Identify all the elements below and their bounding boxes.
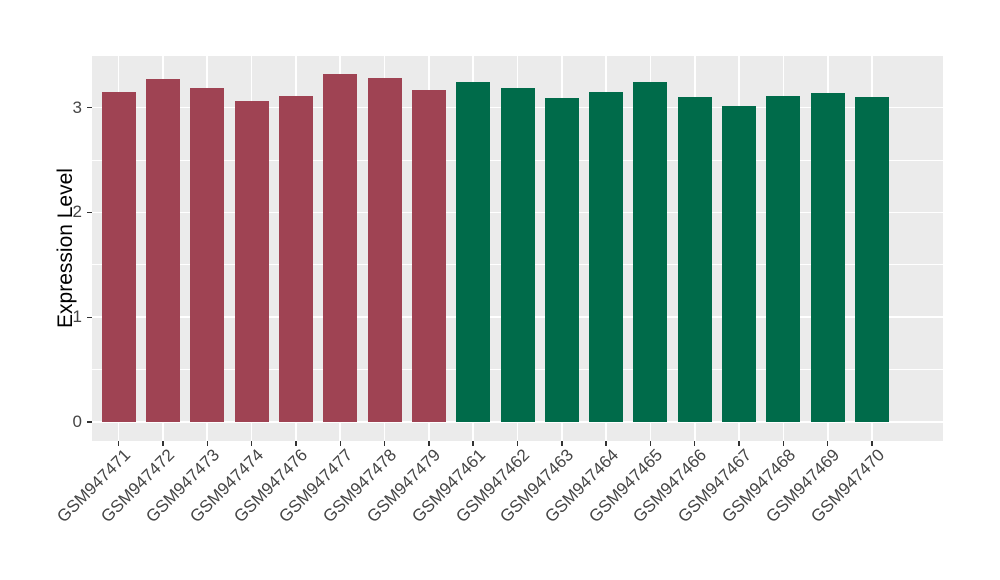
bar-GSM947464 bbox=[589, 91, 624, 422]
x-tick bbox=[383, 441, 386, 446]
bar-GSM947465 bbox=[633, 82, 668, 422]
x-tick bbox=[472, 441, 474, 446]
y-tick bbox=[87, 421, 92, 423]
x-tick bbox=[295, 441, 297, 446]
x-tick bbox=[561, 441, 563, 446]
x-tick bbox=[694, 441, 696, 446]
y-tick-label: 1 bbox=[72, 307, 82, 327]
x-tick bbox=[827, 441, 829, 446]
bar-GSM947463 bbox=[544, 98, 579, 422]
bar-GSM947468 bbox=[766, 96, 801, 422]
bar-GSM947462 bbox=[500, 87, 535, 422]
bar-GSM947477 bbox=[323, 74, 358, 422]
x-tick bbox=[605, 441, 607, 446]
x-tick bbox=[339, 441, 341, 446]
x-tick bbox=[649, 441, 652, 446]
x-tick bbox=[206, 441, 208, 446]
bar-GSM947461 bbox=[456, 82, 491, 422]
plot-panel bbox=[92, 56, 943, 441]
x-tick bbox=[738, 441, 740, 446]
x-tick bbox=[428, 441, 430, 446]
bar-GSM947470 bbox=[855, 97, 890, 422]
y-tick bbox=[87, 211, 92, 214]
x-tick bbox=[117, 441, 120, 446]
bar-GSM947471 bbox=[101, 91, 136, 422]
x-tick bbox=[782, 441, 785, 446]
y-tick-label: 2 bbox=[72, 202, 82, 222]
bar-GSM947476 bbox=[278, 96, 313, 422]
x-tick bbox=[162, 441, 164, 446]
bar-GSM947479 bbox=[411, 89, 446, 422]
bar-GSM947478 bbox=[367, 78, 402, 422]
bar-GSM947474 bbox=[234, 101, 269, 422]
x-tick bbox=[871, 441, 873, 446]
y-tick-label: 0 bbox=[72, 412, 82, 432]
bar-GSM947469 bbox=[810, 92, 845, 422]
x-tick bbox=[516, 441, 519, 446]
y-tick bbox=[87, 106, 92, 109]
y-tick-label: 3 bbox=[72, 97, 82, 117]
y-axis-title: Expression Level bbox=[54, 168, 77, 328]
bar-GSM947466 bbox=[677, 97, 712, 422]
bar-GSM947472 bbox=[145, 79, 180, 422]
bar-GSM947467 bbox=[722, 105, 757, 422]
y-tick bbox=[87, 316, 92, 318]
x-tick bbox=[250, 441, 253, 446]
bar-GSM947473 bbox=[190, 87, 225, 422]
